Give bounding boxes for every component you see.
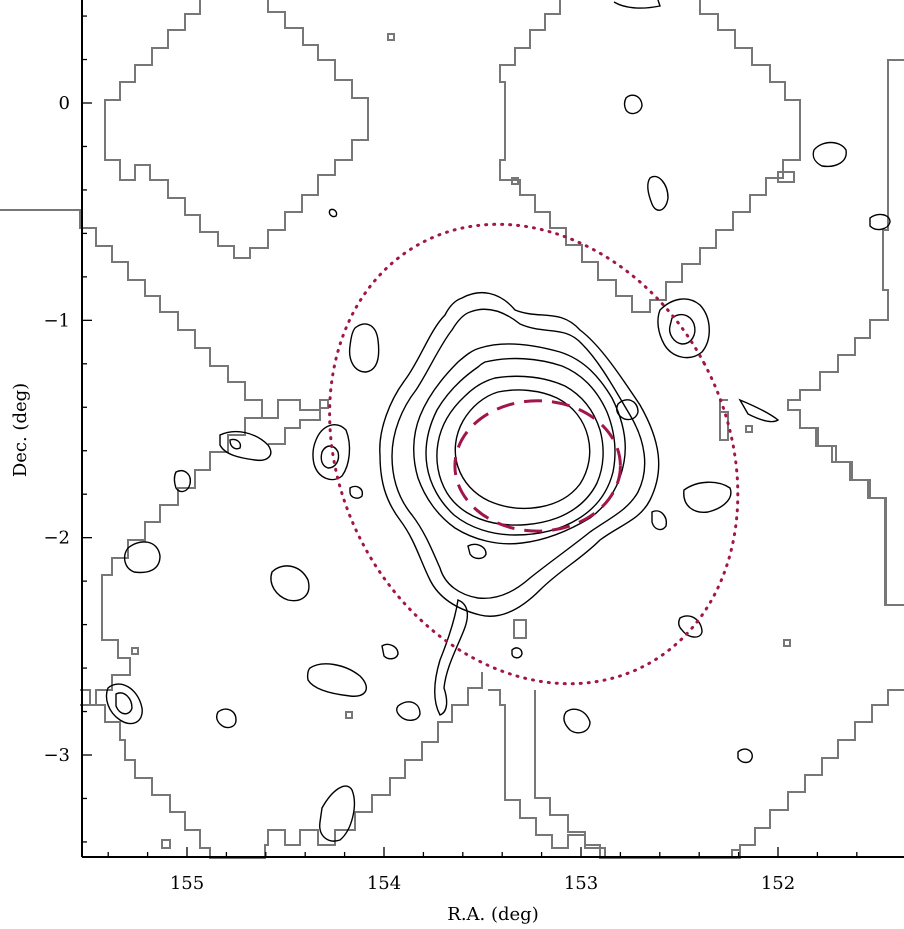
- contour-spur: [738, 398, 780, 423]
- footprint-tile-left: [0, 209, 263, 706]
- contour-blob: [349, 485, 364, 499]
- axes-frame: [81, 0, 904, 858]
- survey-footprint: [0, 0, 904, 859]
- contour-blob: [123, 541, 161, 574]
- contour-blob: [270, 565, 310, 602]
- contour-blob: [395, 701, 421, 721]
- contour-blob: [657, 298, 710, 359]
- contour-blob: [467, 543, 487, 560]
- contour-blob: [869, 213, 891, 231]
- contour-spur: [434, 599, 469, 716]
- dotted-ellipse-outline: [328, 222, 740, 686]
- contour-level-4: [425, 357, 616, 536]
- y-tick-label: 0: [59, 93, 70, 114]
- contour-level-5: [436, 375, 604, 526]
- footprint-chip: [345, 711, 353, 719]
- contour-blob: [219, 430, 272, 462]
- footprint-tile-right: [787, 59, 904, 606]
- contour-level-1: [379, 291, 660, 617]
- contour-blob: [613, 0, 661, 9]
- contour-blob: [737, 748, 753, 764]
- contour-blob: [320, 445, 340, 469]
- footprint-tile-upper-left: [104, 0, 369, 259]
- footprint-chip: [131, 647, 139, 655]
- x-tick-label: 155: [170, 873, 204, 894]
- contour-blob: [812, 141, 847, 168]
- contour-blob: [677, 615, 703, 638]
- contour-blob: [105, 683, 143, 725]
- axis-tick-labels: 155 154 153 152 0 −1 −2 −3: [43, 93, 795, 894]
- contour-blob: [647, 175, 669, 211]
- contour-blob: [319, 785, 356, 842]
- x-tick-label: 153: [564, 873, 598, 894]
- contour-blob: [615, 399, 639, 421]
- contour-blob: [312, 424, 351, 481]
- x-tick-label: 154: [367, 873, 401, 894]
- footprint-chip: [511, 177, 519, 185]
- contour-level-2: [391, 308, 646, 600]
- y-axis-label: Dec. (deg): [10, 383, 31, 477]
- footprint-chip: [161, 839, 171, 849]
- contour-blob: [173, 470, 191, 493]
- footprint-chip: [783, 639, 791, 647]
- contour-blob: [511, 647, 523, 659]
- contour-blob: [623, 94, 643, 115]
- contour-blob: [115, 692, 133, 715]
- contour-blob: [381, 643, 399, 660]
- contour-blob: [563, 708, 591, 734]
- contour-blob: [215, 708, 237, 729]
- contour-level-3: [413, 343, 626, 545]
- contour-blob: [348, 323, 380, 373]
- contour-blob: [651, 510, 667, 531]
- contour-blob: [668, 313, 696, 345]
- y-tick-label: −3: [43, 745, 70, 766]
- contour-blob: [328, 208, 338, 218]
- footprint-chip: [745, 425, 753, 433]
- footprint-chip: [777, 171, 795, 183]
- footprint-tile-lower-left: [80, 672, 483, 859]
- contour-blob: [306, 663, 368, 697]
- density-contours: [105, 0, 891, 842]
- contour-blob: [229, 438, 242, 450]
- footprint-tile-lower-right-inner: [799, 410, 904, 606]
- x-tick-label: 152: [761, 873, 795, 894]
- footprint-tile-lower-right: [534, 689, 904, 859]
- footprint-tile-upper-right: [499, 0, 801, 313]
- x-axis-label: R.A. (deg): [447, 904, 538, 925]
- y-tick-label: −1: [43, 310, 70, 331]
- footprint-chip: [513, 619, 527, 639]
- axis-ticks: [82, 15, 858, 857]
- dashed-circle-outline: [453, 399, 622, 533]
- footprint-tile-center-left: [261, 399, 329, 445]
- footprint-chip: [387, 33, 395, 41]
- y-tick-label: −2: [43, 528, 70, 549]
- contour-blob: [683, 481, 732, 513]
